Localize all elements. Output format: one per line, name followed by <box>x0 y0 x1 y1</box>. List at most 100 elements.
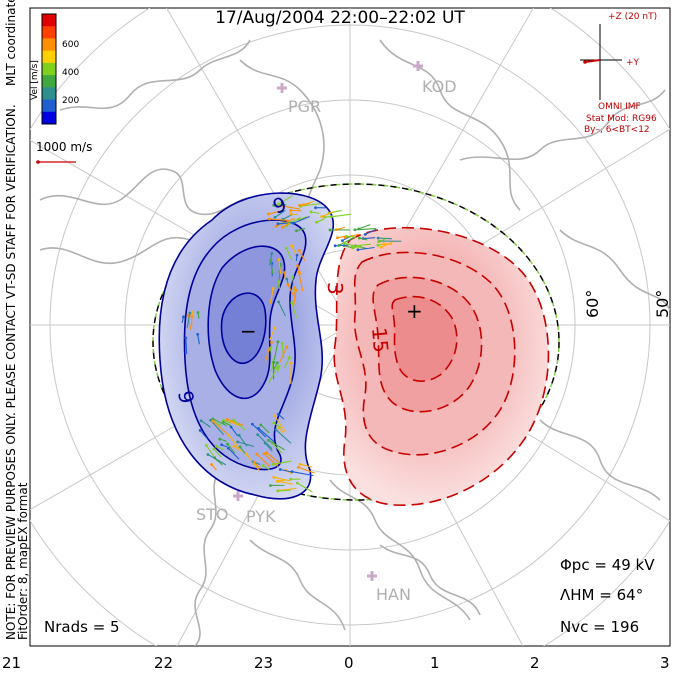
velocity-vector-origin <box>257 426 260 430</box>
latitude-label-50: 50° <box>653 290 672 318</box>
colorbar-tick-400: 400 <box>62 68 80 78</box>
velocity-vector <box>365 228 377 235</box>
nrads-symbol: Nrads <box>44 618 88 636</box>
velocity-vector-origin <box>286 283 290 287</box>
colorbar-swatch <box>42 87 56 101</box>
nvc-symbol: Nvc <box>560 618 589 636</box>
velocity-vector-origin <box>314 206 317 210</box>
velocity-vector-origin <box>190 314 194 318</box>
imf-clock-dial <box>580 24 622 100</box>
potential-max-marker: + <box>406 299 423 323</box>
velocity-vector <box>298 271 304 292</box>
velocity-vector <box>284 357 290 369</box>
velocity-vector <box>238 435 248 447</box>
velocity-vector-origin <box>290 301 294 305</box>
colorbar-swatch <box>42 14 56 27</box>
velocity-vector <box>277 489 291 492</box>
velocity-vector-origin <box>206 453 210 456</box>
velocity-colorbar <box>41 13 57 125</box>
velocity-vector <box>197 334 200 345</box>
velocity-vector <box>297 482 313 493</box>
velocity-vector-origin <box>276 340 280 344</box>
velocity-vector <box>277 222 296 225</box>
velocity-vector <box>271 442 283 454</box>
velocity-vector-origin <box>323 215 326 219</box>
lambda-hm-value: = 64° <box>599 586 644 604</box>
stat-phi-pc: Φpc = 49 kV <box>560 556 655 574</box>
velocity-vector-origin <box>289 209 293 212</box>
velocity-vector <box>207 454 227 466</box>
velocity-vector <box>278 301 286 317</box>
velocity-vector-origin <box>272 421 276 425</box>
velocity-vector <box>227 447 240 460</box>
imf-stat-model: Stat Mod: RG96 <box>586 114 657 124</box>
velocity-vector-origin <box>188 311 192 315</box>
mlt-label-1: 1 <box>430 654 440 672</box>
stat-n-vc: Nvc = 196 <box>560 618 639 636</box>
velocity-vector-origin <box>269 259 273 262</box>
velocity-vector <box>199 430 208 440</box>
velocity-vector-origin <box>296 465 300 469</box>
map-title: 17/Aug/2004 22:00–22:02 UT <box>215 8 465 28</box>
velocity-vector <box>273 476 291 482</box>
velocity-vector-origin <box>191 310 194 314</box>
velocity-vector <box>269 288 274 304</box>
fit-order-note: FitOrder: 8, mapEX format <box>16 482 30 640</box>
velocity-vector-origin <box>236 440 240 444</box>
velocity-vector-origin <box>252 460 256 464</box>
velocity-vector-origin <box>276 489 280 493</box>
velocity-vector <box>299 202 310 206</box>
velocity-vector-origin <box>276 222 280 226</box>
velocity-vector-origin <box>353 228 357 232</box>
velocity-vector <box>264 442 273 452</box>
velocity-vector-origin <box>275 479 279 483</box>
velocity-vector <box>363 237 376 240</box>
velocity-vector <box>227 418 244 426</box>
velocity-vector <box>281 343 285 360</box>
velocity-vector <box>380 241 393 248</box>
velocity-vector-origin <box>272 203 276 207</box>
velocity-vector-origin <box>280 341 284 345</box>
velocity-vector-origin <box>267 217 271 221</box>
velocity-vector-origin <box>275 366 279 370</box>
velocity-vector <box>269 327 276 341</box>
velocity-vector-origin <box>220 443 224 447</box>
velocity-vector-origin <box>281 225 285 229</box>
velocity-vector-origin <box>329 215 333 219</box>
velocity-vector <box>253 461 261 470</box>
mlt-label-21: 21 <box>2 654 22 672</box>
velocity-vector <box>269 347 274 367</box>
velocity-vector <box>357 246 375 251</box>
colorbar-swatch <box>42 111 56 125</box>
colorbar-swatch <box>42 26 56 39</box>
velocity-vector-origin <box>277 300 280 304</box>
velocity-vector-origin <box>289 477 293 481</box>
velocity-vector-origin <box>377 240 380 244</box>
velocity-vector <box>252 423 267 438</box>
velocity-vector-origin <box>276 412 280 416</box>
velocity-vector-origin <box>272 475 276 479</box>
velocity-vector <box>185 337 188 355</box>
velocity-vector-origin <box>259 423 263 427</box>
velocity-vector <box>298 466 315 474</box>
colorbar-swatch <box>42 62 56 76</box>
colorbar-swatch <box>42 75 56 88</box>
velocity-vector-origin <box>379 245 383 249</box>
velocity-vectors <box>181 195 402 493</box>
velocity-vector-origin <box>204 443 208 447</box>
coastlines <box>39 39 670 646</box>
velocity-vector <box>273 341 279 361</box>
velocity-vector-origin <box>267 438 270 442</box>
velocity-vector <box>257 434 273 450</box>
station-markers <box>233 61 423 581</box>
mlt-label-22: 22 <box>154 654 174 672</box>
velocity-vector <box>331 213 352 218</box>
velocity-vector <box>285 247 293 261</box>
velocity-vector-origin <box>226 446 230 450</box>
velocity-vector <box>213 448 222 458</box>
velocity-vector-origin <box>297 248 301 252</box>
velocity-vector <box>256 453 271 467</box>
velocity-vector <box>335 244 349 247</box>
velocity-vector <box>280 468 292 473</box>
